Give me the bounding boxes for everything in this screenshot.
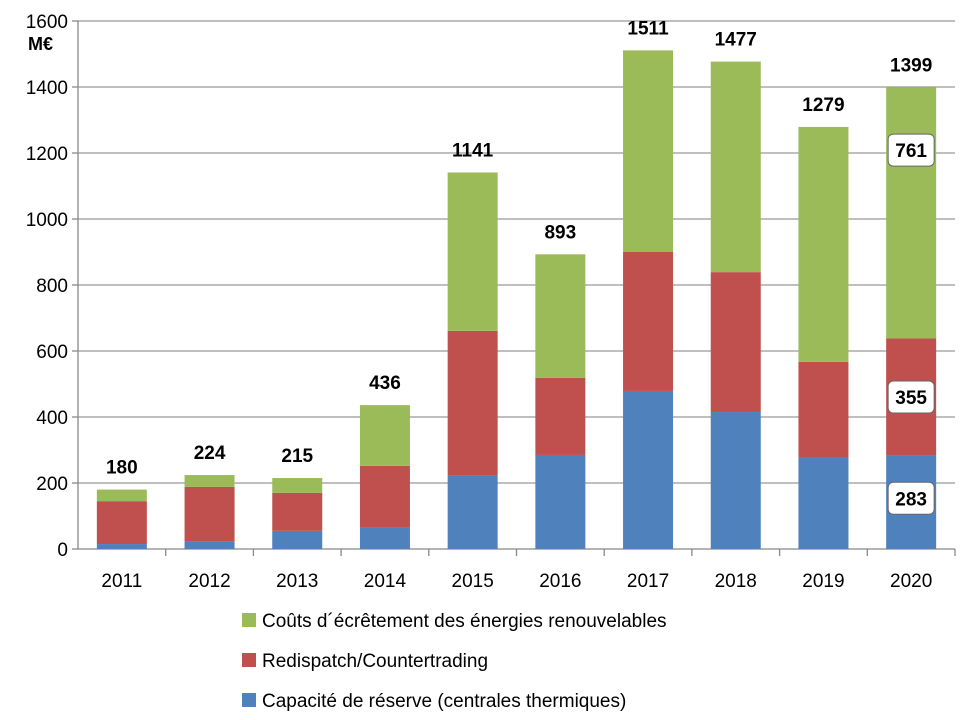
bar-segment — [359, 405, 410, 466]
data-label: 761 — [895, 141, 927, 162]
bar-segment — [798, 457, 849, 549]
x-tick-label: 2011 — [101, 571, 142, 592]
bar-segment — [798, 361, 849, 458]
x-tick-label: 2012 — [188, 571, 230, 592]
legend-swatch — [242, 653, 256, 667]
bar-segment — [184, 541, 235, 549]
bar-segment — [359, 465, 410, 528]
bar-segment — [272, 478, 323, 493]
legend-label: Capacité de réserve (centrales thermique… — [262, 691, 626, 712]
total-label: 224 — [194, 443, 226, 464]
x-tick-label: 2016 — [539, 571, 581, 592]
legend-label: Coûts d´écrêtement des énergies renouvel… — [262, 611, 667, 632]
bar-segment — [623, 390, 674, 549]
total-label: 1399 — [890, 55, 932, 76]
bar-segment — [710, 412, 761, 549]
y-tick-label: 1200 — [26, 144, 68, 165]
total-label: 1279 — [802, 95, 844, 116]
total-label: 893 — [544, 222, 576, 243]
y-tick-label: 400 — [36, 408, 68, 429]
bar-segment — [886, 87, 937, 339]
bar-segment — [710, 61, 761, 273]
x-tick-label: 2018 — [715, 571, 757, 592]
total-label: 436 — [369, 373, 401, 394]
bar-segment — [798, 126, 849, 362]
total-label: 1477 — [715, 30, 757, 51]
bar-segment — [535, 454, 586, 549]
y-tick-label: 200 — [36, 474, 68, 495]
total-label: 1511 — [627, 18, 669, 39]
x-tick-label: 2013 — [276, 571, 318, 592]
legend-swatch — [242, 613, 256, 627]
bar-segment — [96, 501, 147, 545]
bar-segment — [535, 377, 586, 455]
data-label-box — [887, 133, 935, 167]
x-tick-label: 2015 — [452, 571, 494, 592]
bar-segment — [272, 492, 323, 531]
x-tick-label: 2020 — [890, 571, 932, 592]
y-tick-label: 1000 — [26, 210, 68, 231]
y-tick-label: 1600 — [26, 12, 68, 33]
bar-segment — [447, 172, 498, 331]
bar-segment — [359, 527, 410, 549]
data-label-box — [887, 380, 935, 414]
x-tick-label: 2019 — [802, 571, 844, 592]
total-label: 1141 — [452, 140, 494, 161]
bar-segment — [535, 254, 586, 378]
data-label: 283 — [895, 489, 927, 510]
legend-swatch — [242, 693, 256, 707]
x-tick-label: 2014 — [364, 571, 407, 592]
y-tick-label: 800 — [36, 276, 68, 297]
total-label: 180 — [106, 458, 138, 479]
bar-segment — [96, 489, 147, 502]
bar-segment — [272, 530, 323, 549]
data-label-box — [887, 481, 935, 515]
y-tick-label: 600 — [36, 342, 68, 363]
y-axis-unit: M€ — [28, 34, 53, 54]
data-label: 355 — [895, 388, 927, 409]
bar-segment — [96, 544, 147, 549]
x-tick-label: 2017 — [627, 571, 669, 592]
bar-segment — [623, 50, 674, 253]
bar-segment — [710, 272, 761, 413]
bar-segment — [184, 486, 235, 542]
bar-segment — [184, 475, 235, 487]
bar-segment — [623, 252, 674, 391]
total-label: 215 — [281, 446, 313, 467]
legend-label: Redispatch/Countertrading — [262, 651, 488, 672]
y-tick-label: 1400 — [26, 78, 68, 99]
y-tick-label: 0 — [57, 540, 68, 561]
bar-segment — [447, 475, 498, 549]
bar-segment — [447, 330, 498, 476]
